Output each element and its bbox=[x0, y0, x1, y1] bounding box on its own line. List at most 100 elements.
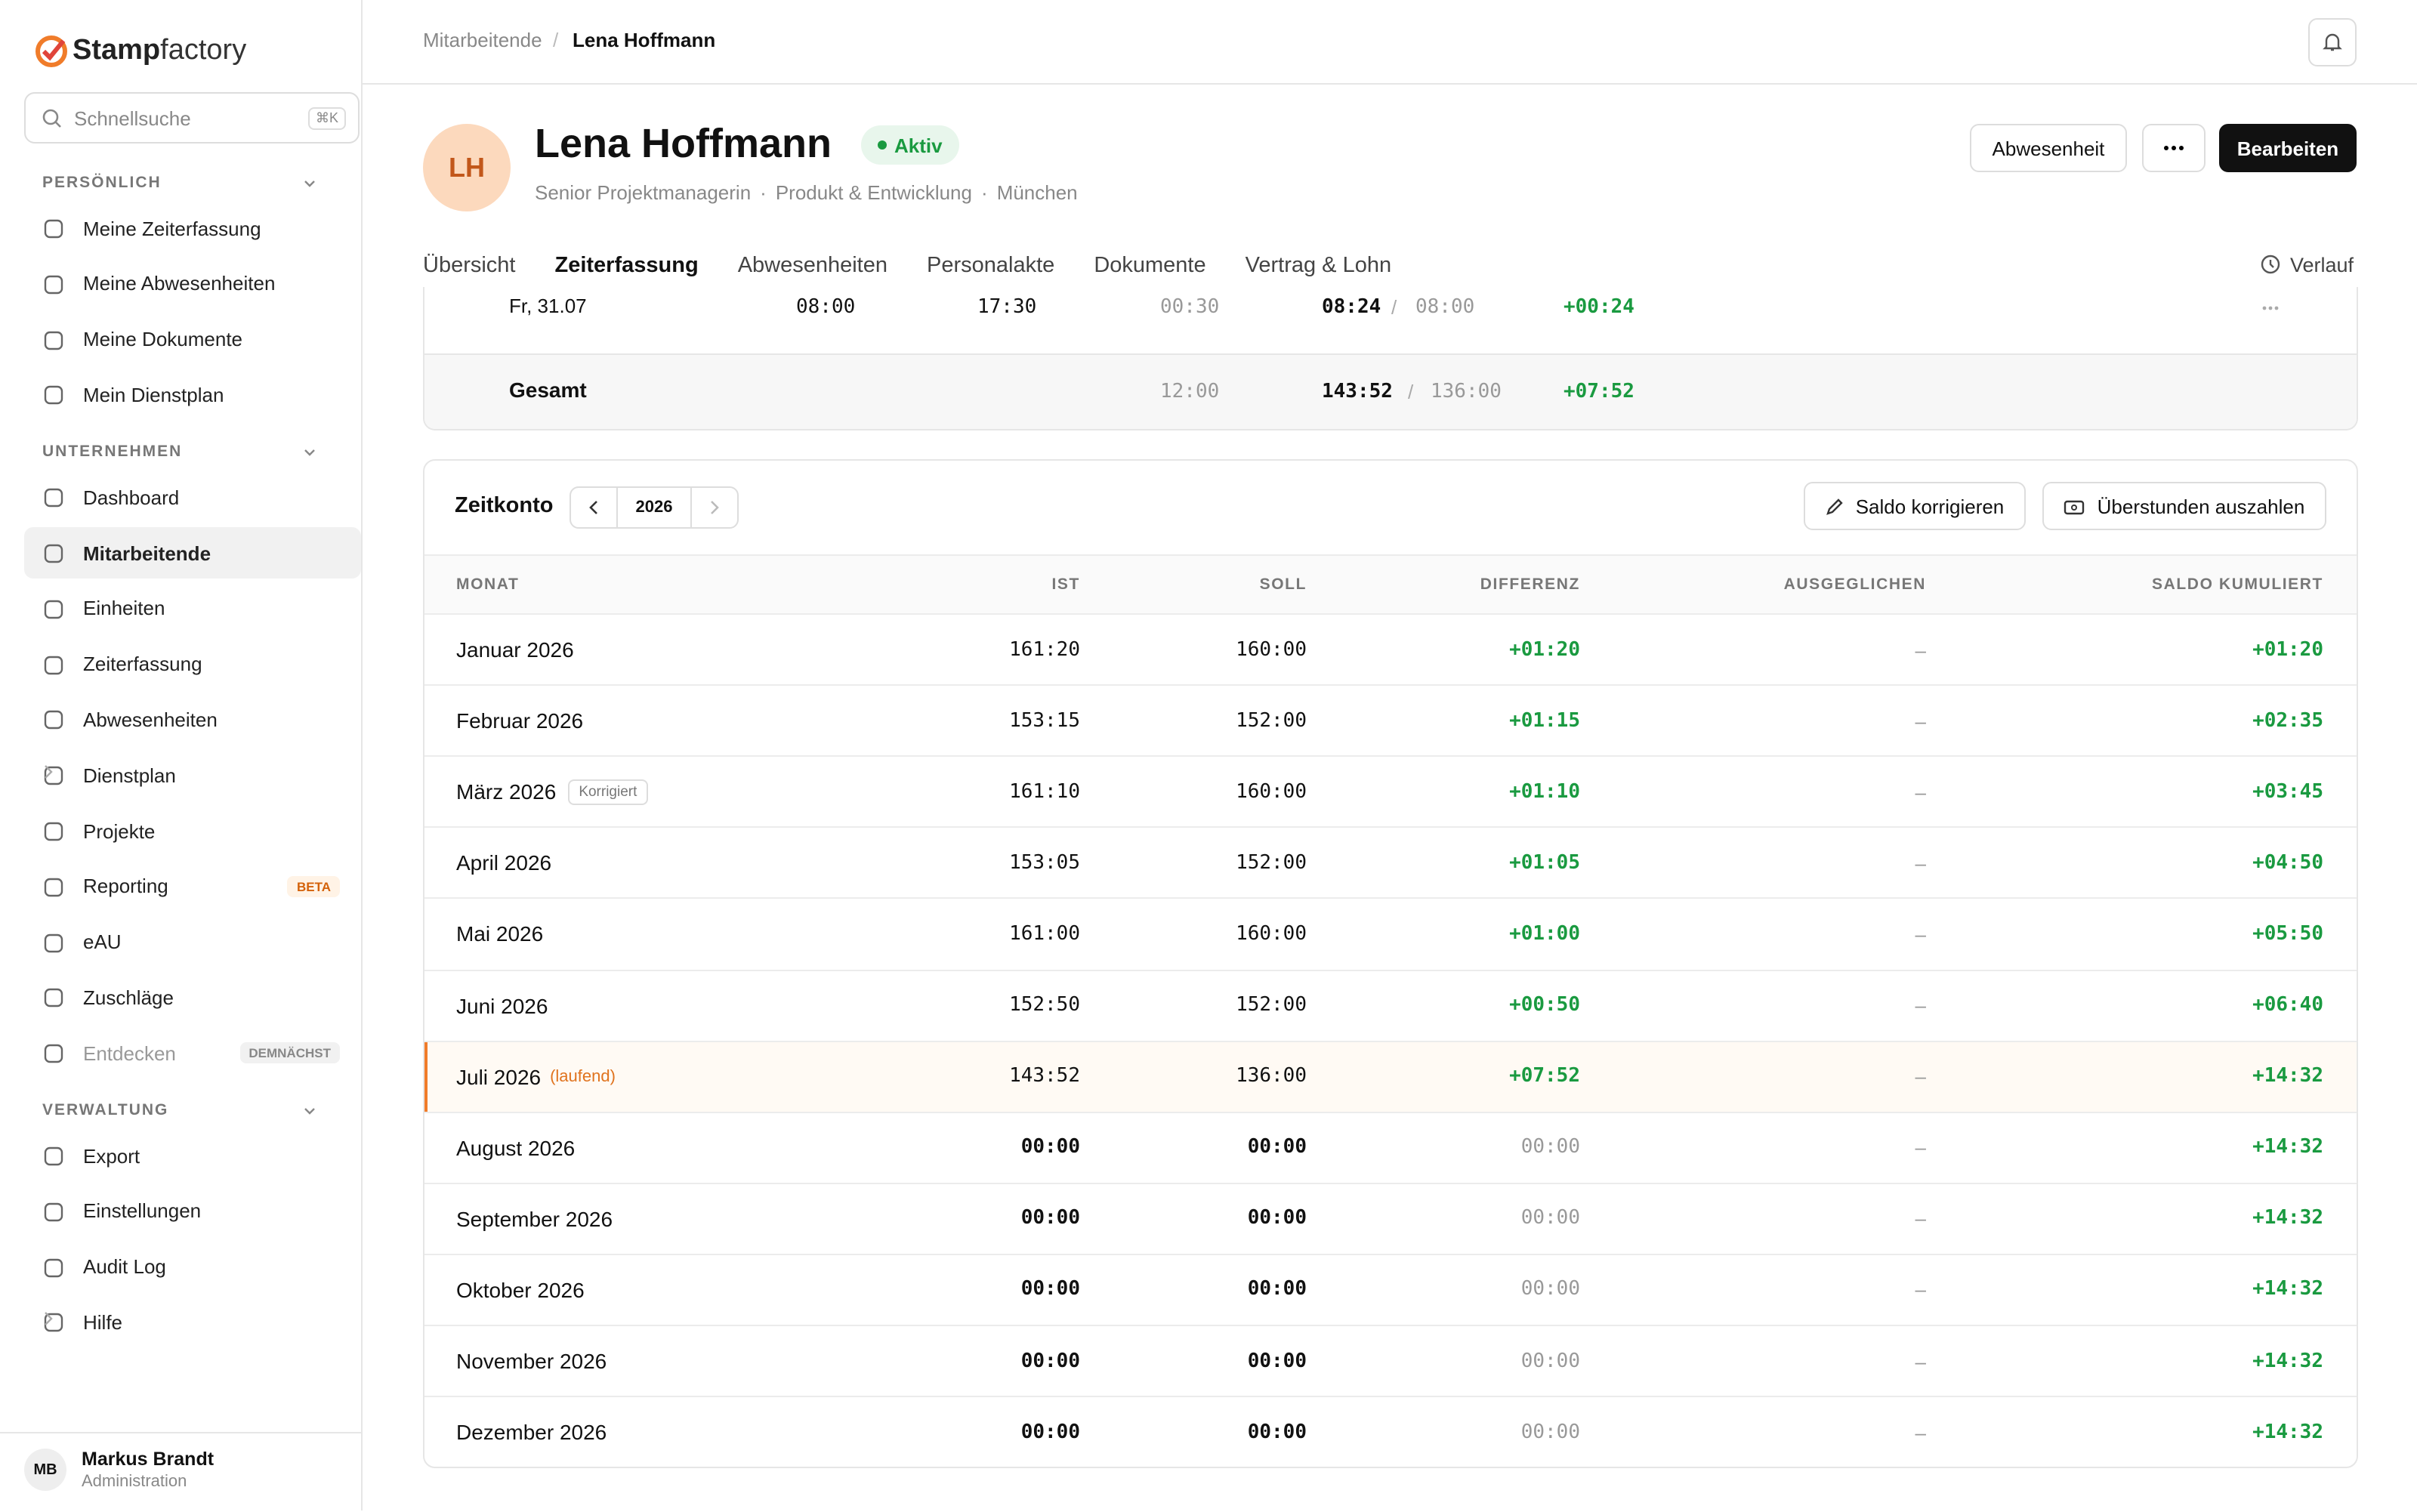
balanced: – bbox=[1915, 994, 1926, 1017]
nav-item[interactable]: Einheiten bbox=[24, 583, 361, 634]
icon bbox=[44, 1146, 63, 1166]
soll: 136:00 bbox=[1236, 1065, 1307, 1088]
icon bbox=[44, 1313, 63, 1332]
soll: 160:00 bbox=[1236, 780, 1307, 804]
ist: 161:20 bbox=[1009, 638, 1080, 661]
month: Mai 2026 bbox=[456, 921, 544, 946]
tab[interactable]: Übersicht bbox=[423, 254, 516, 278]
balanced: – bbox=[1915, 1136, 1926, 1159]
balanced: – bbox=[1915, 922, 1926, 946]
dots-icon bbox=[2164, 146, 2184, 150]
nav-label: Zeiterfassung bbox=[83, 653, 202, 676]
nav-item[interactable]: Meine Dokumente bbox=[24, 313, 361, 365]
month: Juli 2026 bbox=[456, 1064, 542, 1089]
account-card: Zeitkonto 2026 Saldo korrigieren Überstunde… bbox=[423, 459, 2358, 1468]
search[interactable]: Schnellsuche ⌘K bbox=[24, 92, 360, 143]
month: April 2026 bbox=[456, 850, 552, 875]
cell: +07:52 bbox=[1563, 381, 1634, 403]
prev-year[interactable] bbox=[571, 488, 618, 527]
year: 2026 bbox=[618, 488, 692, 527]
history-icon bbox=[2261, 255, 2280, 274]
pencil-icon bbox=[1826, 498, 1843, 515]
tab[interactable]: Dokumente bbox=[1094, 254, 1206, 278]
breadcrumb[interactable]: Mitarbeitende bbox=[423, 29, 542, 51]
meta-sep: · bbox=[981, 181, 988, 204]
saldo: +14:32 bbox=[2252, 1207, 2323, 1230]
tag: (laufend) bbox=[550, 1067, 616, 1086]
month-cell: Juni 2026 bbox=[456, 993, 849, 1017]
nav-item[interactable]: Einstellungen bbox=[24, 1186, 361, 1237]
status-badge: Aktiv bbox=[861, 125, 959, 165]
sep: / bbox=[1391, 296, 1397, 319]
month: September 2026 bbox=[456, 1206, 613, 1231]
saldo: +06:40 bbox=[2252, 994, 2323, 1017]
cell: 08:00 bbox=[796, 296, 856, 319]
nav-heading: PERSÖNLICH bbox=[42, 174, 162, 192]
meta-item: München bbox=[996, 181, 1078, 204]
nav-item[interactable]: Abwesenheiten bbox=[24, 694, 361, 745]
diff: +01:15 bbox=[1509, 709, 1580, 733]
nav-item[interactable]: Meine Abwesenheiten bbox=[24, 258, 361, 310]
nav-item[interactable]: Dienstplan bbox=[24, 749, 361, 801]
tab[interactable]: Abwesenheiten bbox=[737, 254, 888, 278]
shortcut: ⌘K bbox=[307, 106, 346, 129]
nav-item[interactable]: eAU bbox=[24, 916, 361, 967]
search-icon bbox=[42, 109, 61, 128]
icon bbox=[44, 1202, 63, 1221]
cell: 12:00 bbox=[1160, 381, 1220, 403]
brand-part: Stamp bbox=[73, 35, 161, 66]
tab[interactable]: Personalakte bbox=[927, 254, 1055, 278]
payout-button[interactable]: Überstunden auszahlen bbox=[2042, 482, 2326, 530]
cell: 17:30 bbox=[977, 296, 1037, 319]
column-headers: MONAT IST SOLL DIFFERENZ AUSGEGLICHEN SALDO K… bbox=[424, 554, 2357, 613]
cell: 08:24 bbox=[1322, 296, 1381, 319]
nav-item[interactable]: Hilfe bbox=[24, 1297, 361, 1348]
tab[interactable]: Vertrag & Lohn bbox=[1245, 254, 1392, 278]
month: Dezember 2026 bbox=[456, 1420, 607, 1445]
nav-item[interactable]: Mitarbeitende bbox=[24, 527, 361, 579]
month-row: Mai 2026 161:00 160:00 +01:00 – +05:50 bbox=[424, 897, 2357, 969]
nav-item[interactable]: Zeiterfassung bbox=[24, 638, 361, 690]
balanced: – bbox=[1915, 1421, 1926, 1444]
soll: 00:00 bbox=[1247, 1421, 1307, 1444]
nav-label: Reporting bbox=[83, 875, 168, 898]
balanced: – bbox=[1915, 851, 1926, 875]
month-cell: August 2026 bbox=[456, 1135, 849, 1159]
chevron bbox=[45, 1312, 53, 1326]
nav-item[interactable]: Projekte bbox=[24, 805, 361, 856]
correct-button[interactable]: Saldo korrigieren bbox=[1804, 482, 2026, 530]
nav-item[interactable]: Reporting BETA bbox=[24, 861, 361, 912]
nav-item[interactable]: Entdecken DEMNÄCHST bbox=[24, 1027, 361, 1078]
absence-button[interactable]: Abwesenheit bbox=[1970, 124, 2127, 172]
nav-label: Meine Zeiterfassung bbox=[83, 217, 261, 239]
nav-item[interactable]: Dashboard bbox=[24, 471, 361, 523]
icon bbox=[44, 489, 63, 508]
ist: 00:00 bbox=[1020, 1421, 1080, 1444]
saldo: +05:50 bbox=[2252, 922, 2323, 946]
icon bbox=[44, 655, 63, 674]
month-row: August 2026 00:00 00:00 00:00 – +14:32 bbox=[424, 1111, 2357, 1182]
icon bbox=[44, 767, 63, 785]
nav-label: Zuschläge bbox=[83, 986, 174, 1009]
nav-heading: UNTERNEHMEN bbox=[42, 443, 183, 461]
chevron bbox=[45, 765, 53, 779]
month-row: September 2026 00:00 00:00 00:00 – +14:32 bbox=[424, 1182, 2357, 1254]
ist: 00:00 bbox=[1020, 1278, 1080, 1301]
nav-item[interactable]: Mein Dienstplan bbox=[24, 369, 361, 421]
nav-item[interactable]: Audit Log bbox=[24, 1241, 361, 1292]
nav-item[interactable]: Zuschläge bbox=[24, 972, 361, 1023]
icon bbox=[44, 989, 63, 1007]
breadcrumb-current: Lena Hoffmann bbox=[573, 29, 716, 51]
history-link[interactable]: Verlauf bbox=[2260, 254, 2354, 276]
balanced: – bbox=[1915, 1350, 1926, 1372]
soll: 00:00 bbox=[1247, 1207, 1307, 1230]
icon bbox=[44, 711, 63, 730]
notifications[interactable] bbox=[2308, 18, 2357, 66]
more-button[interactable] bbox=[2142, 124, 2206, 172]
nav-item[interactable]: Export bbox=[24, 1130, 361, 1181]
month-row: November 2026 00:00 00:00 00:00 – +14:32 bbox=[424, 1325, 2357, 1396]
nav-item[interactable]: Meine Zeiterfassung bbox=[24, 202, 361, 254]
next-year[interactable] bbox=[692, 488, 737, 527]
edit-button[interactable]: Bearbeiten bbox=[2219, 124, 2357, 172]
